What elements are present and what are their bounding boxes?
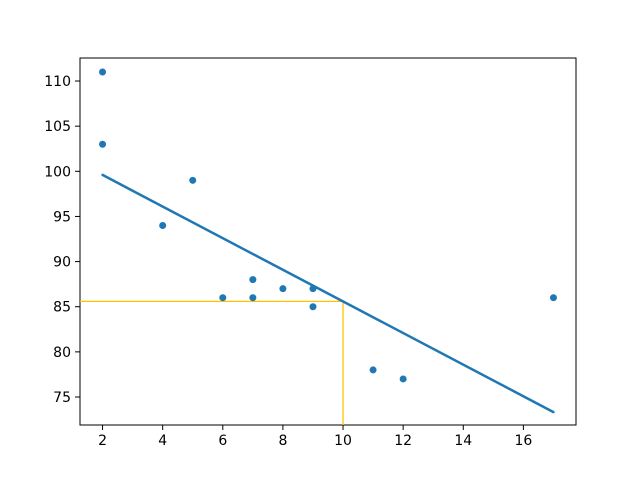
x-axis-tick-label: 16: [514, 433, 532, 449]
y-axis-tick-label: 90: [53, 255, 71, 271]
data-point: [189, 176, 197, 184]
data-point: [249, 294, 257, 302]
x-axis-tick-label: 8: [278, 433, 287, 449]
data-point: [549, 294, 557, 302]
y-axis-tick-label: 100: [44, 164, 71, 180]
y-axis-tick-label: 105: [44, 119, 71, 135]
data-point: [159, 221, 167, 229]
y-axis-tick-label: 110: [44, 74, 71, 90]
data-point: [99, 140, 107, 148]
data-point: [309, 303, 317, 311]
data-point: [279, 285, 287, 293]
data-point: [369, 366, 377, 374]
data-point: [219, 294, 227, 302]
plot-area: [79, 57, 577, 426]
y-axis-tick-label: 80: [53, 345, 71, 361]
y-axis-tick-label: 95: [53, 209, 71, 225]
x-axis-tick-label: 10: [334, 433, 352, 449]
x-axis-tick-label: 2: [98, 433, 107, 449]
data-point: [249, 276, 257, 284]
trend-line: [101, 173, 555, 414]
data-point: [99, 68, 107, 76]
x-axis-tick-label: 14: [454, 433, 472, 449]
y-axis-tick-label: 85: [53, 300, 71, 316]
x-axis-tick-label: 6: [218, 433, 227, 449]
x-axis-tick-label: 4: [158, 433, 167, 449]
data-point: [309, 285, 317, 293]
y-axis-tick-label: 75: [53, 390, 71, 406]
data-point: [399, 375, 407, 383]
x-axis-tick-label: 12: [394, 433, 412, 449]
